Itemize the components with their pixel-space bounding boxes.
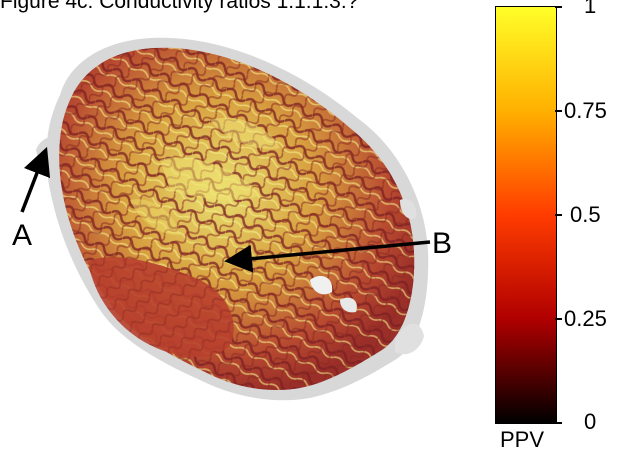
colorbar-label: PPV	[500, 427, 545, 452]
brain-surface-render	[20, 37, 431, 401]
tick-mark	[555, 110, 562, 112]
tick-mark	[555, 318, 562, 320]
uncovered-patch	[395, 323, 424, 355]
annotation-a: A	[12, 219, 33, 252]
colorbar	[495, 6, 557, 424]
colorbar-tick-025: 0.25	[564, 306, 607, 331]
annotation-b: B	[432, 227, 453, 260]
tick-mark	[555, 214, 562, 216]
arrow-a	[20, 146, 51, 213]
colorbar-tick-1: 1	[584, 0, 597, 18]
tick-mark	[555, 422, 562, 424]
colorbar-tick-0: 0	[584, 409, 597, 434]
tick-mark	[555, 6, 562, 8]
figure-title: Figure 4c: Conductivity ratios 1:1:1:3:?	[0, 0, 359, 13]
colorbar-tick-05: 0.5	[570, 202, 601, 227]
colorbar-tick-075: 0.75	[564, 98, 607, 123]
arrow-b	[224, 240, 431, 273]
